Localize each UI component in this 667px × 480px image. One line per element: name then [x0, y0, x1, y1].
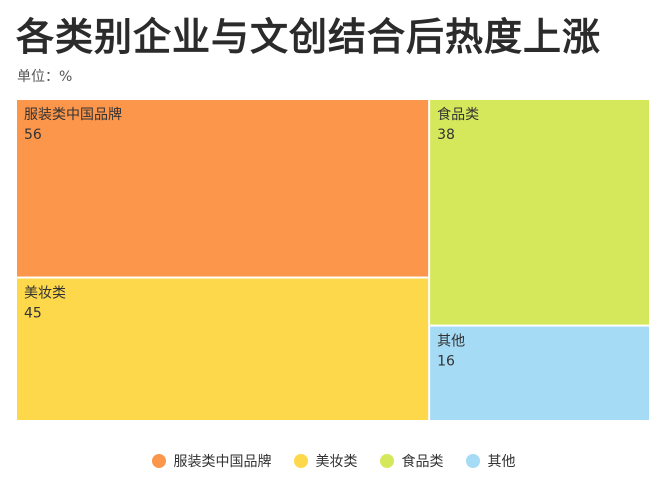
legend-swatch	[293, 454, 308, 468]
legend-label: 食品类	[401, 454, 444, 470]
unit-label: 单位：%	[17, 69, 73, 85]
treemap-cell-label: 服装类中国品牌	[24, 106, 122, 123]
legend-label: 美妆类	[315, 454, 358, 470]
treemap-cell-value: 38	[437, 127, 455, 143]
legend-swatch	[465, 454, 480, 468]
treemap-cell[interactable]: 服装类中国品牌 56	[17, 100, 429, 277]
treemap-cell-label: 其他	[437, 334, 465, 350]
legend: 服装类中国品牌 美妆类 食品类 其他	[0, 450, 667, 472]
legend-swatch	[379, 454, 394, 468]
chart-title: 各类别企业与文创结合后热度上涨	[16, 15, 602, 59]
treemap-cell[interactable]: 美妆类 45	[17, 278, 429, 420]
treemap-rect[interactable]	[430, 326, 649, 420]
treemap-cell-value: 16	[437, 354, 455, 370]
treemap-rect[interactable]	[17, 278, 429, 420]
treemap-cell-value: 45	[24, 306, 42, 322]
treemap-cell-label: 食品类	[437, 106, 479, 123]
legend-label: 其他	[487, 454, 516, 470]
legend-item-food[interactable]: 食品类	[379, 451, 444, 471]
legend-item-apparel[interactable]: 服装类中国品牌	[151, 451, 272, 471]
treemap-cell-value: 56	[24, 127, 42, 143]
legend-item-cosmetics[interactable]: 美妆类	[293, 451, 358, 471]
legend-label: 服装类中国品牌	[173, 454, 272, 470]
legend-item-other[interactable]: 其他	[465, 451, 516, 471]
treemap-cell-label: 美妆类	[24, 286, 66, 302]
treemap-cell[interactable]: 食品类 38	[430, 100, 649, 325]
treemap-rect[interactable]	[17, 100, 429, 277]
legend-swatch	[151, 454, 166, 468]
treemap-cell[interactable]: 其他 16	[430, 326, 649, 420]
treemap-rect[interactable]	[430, 100, 649, 325]
